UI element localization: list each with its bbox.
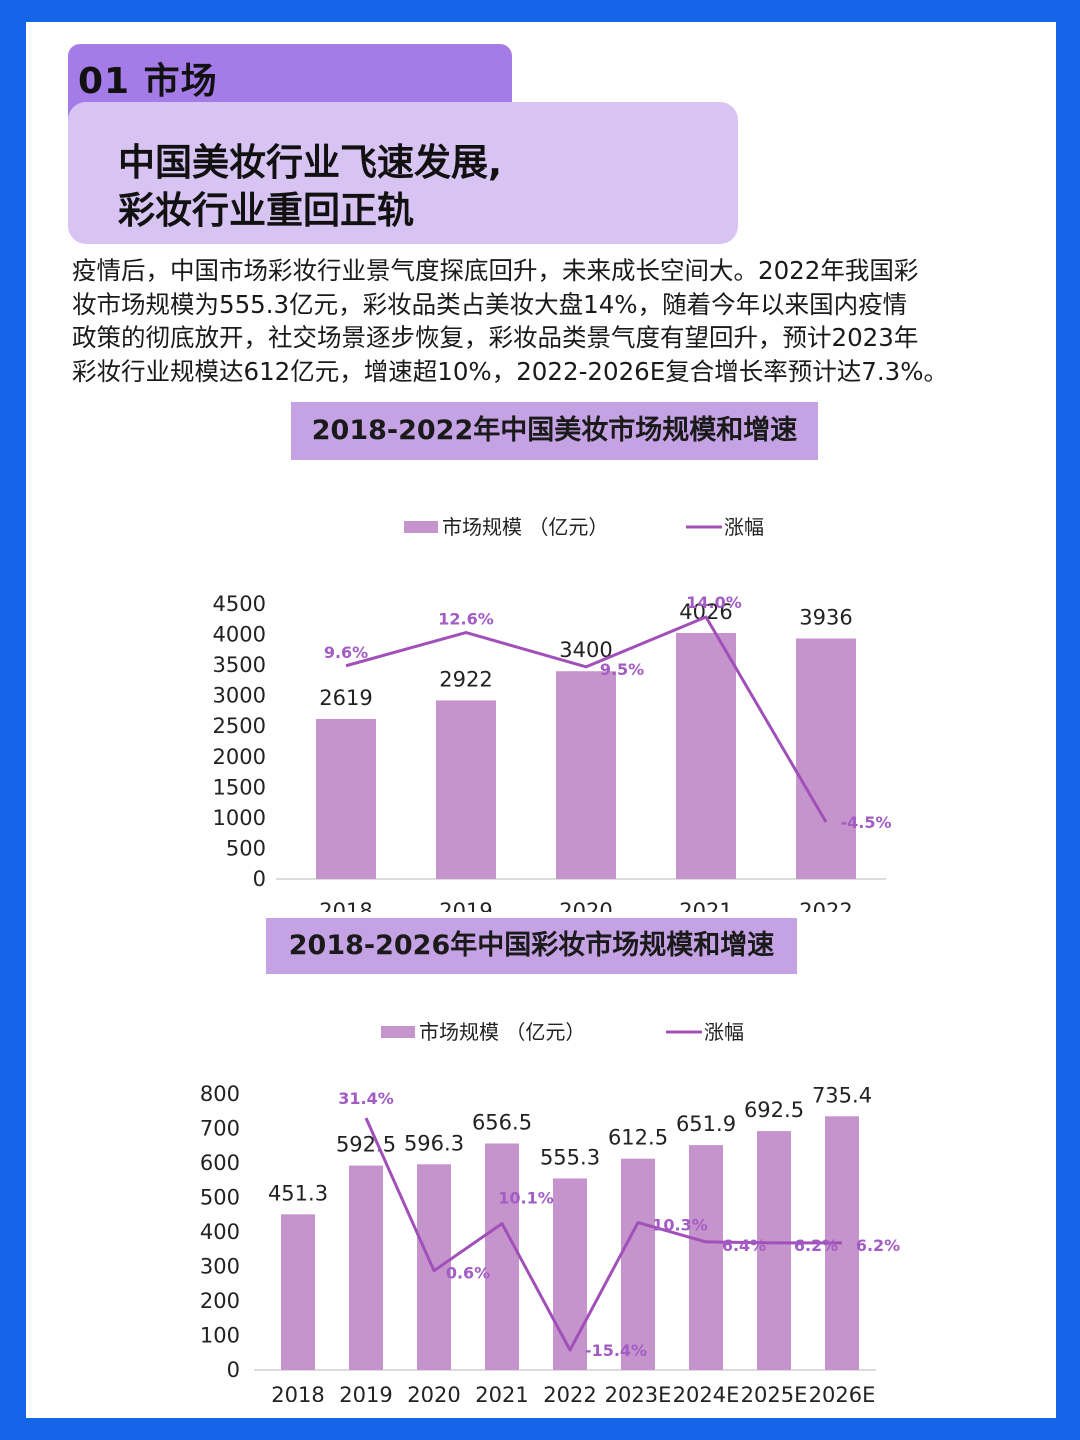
bar [485,1143,519,1370]
bar [556,671,616,879]
y-tick-label: 4500 [213,592,266,616]
bar [281,1214,315,1370]
x-tick-label: 2023E [605,1383,672,1402]
line-value-label: 9.6% [324,643,368,662]
x-tick-label: 2024E [673,1383,740,1402]
y-tick-label: 4000 [213,623,266,647]
line-value-label: 14.0% [686,593,742,612]
line-value-label: 31.4% [338,1089,394,1108]
chart1-title: 2018-2022年中国美妆市场规模和增速 [291,402,818,460]
legend-line-label: 涨幅 [704,1020,744,1044]
bar [676,632,736,879]
y-tick-label: 0 [253,867,266,891]
y-tick-label: 3500 [213,653,266,677]
headline-line-1: 中国美妆行业飞速发展, [118,141,503,184]
headline-box: 中国美妆行业飞速发展, 彩妆行业重回正轨 [68,102,738,244]
x-tick-label: 2020 [407,1383,460,1402]
y-tick-label: 1500 [213,775,266,799]
x-tick-label: 2022 [799,899,852,912]
x-tick-label: 2026E [809,1383,876,1402]
paragraph-line: 彩妆行业规模达612亿元，增速超10%，2022-2026E复合增长率预计达7.… [72,356,948,386]
y-tick-label: 600 [200,1151,240,1175]
bar [757,1131,791,1370]
y-tick-label: 2000 [213,745,266,769]
bar [436,700,496,879]
bar-value-label: 656.5 [472,1111,532,1135]
bar [553,1178,587,1370]
line-value-label: -4.5% [840,813,891,832]
chart1-svg: 市场规模 （亿元） 涨幅 0 500 1000 1500 2000 2500 3000 3500 4… [213,515,892,912]
bar-value-label: 735.4 [812,1083,872,1107]
line-value-label: 6.2% [856,1236,900,1255]
y-tick-label: 100 [200,1324,240,1348]
bar-value-label: 555.3 [540,1145,600,1169]
bar-value-label: 612.5 [608,1126,668,1150]
line-value-label: 0.6% [446,1264,490,1283]
growth-line [345,615,828,823]
x-tick-label: 2021 [475,1383,528,1402]
y-tick-label: 300 [200,1255,240,1279]
growth-line [364,1117,842,1352]
line-value-label: 12.6% [438,610,494,629]
x-tick-label: 2018 [271,1383,324,1402]
bar [349,1165,383,1370]
legend-bar-swatch [381,1026,415,1038]
line-value-label: 10.3% [652,1216,708,1235]
legend-bar-label: 市场规模 （亿元） [442,515,608,539]
y-tick-label: 500 [226,836,266,860]
bar [316,718,376,879]
bar-value-label: 2619 [319,686,372,710]
bar-value-label: 692.5 [744,1098,804,1122]
legend-bar-label: 市场规模 （亿元） [419,1020,585,1044]
x-tick-label: 2018 [319,899,372,912]
x-tick-label: 2021 [679,899,732,912]
y-tick-label: 800 [200,1082,240,1106]
y-tick-label: 500 [200,1186,240,1210]
x-tick-label: 2019 [339,1383,392,1402]
x-tick-label: 2022 [543,1383,596,1402]
y-tick-label: 0 [227,1358,240,1382]
bar-value-label: 592.5 [336,1133,396,1157]
chart2-svg: 市场规模 （亿元） 涨幅 0 100 200 300 400 500 600 700 800 451.… [200,1020,900,1402]
y-tick-label: 700 [200,1117,240,1141]
line-value-label: 10.1% [498,1189,554,1208]
bar [689,1145,723,1370]
legend-bar-swatch [404,521,438,533]
bar-value-label: 596.3 [404,1131,464,1155]
bar-value-label: 651.9 [676,1112,736,1136]
y-tick-label: 400 [200,1220,240,1244]
headline-line-2: 彩妆行业重回正轨 [118,189,414,232]
line-value-label: -15.4% [585,1341,647,1360]
section-tab-label: 01 市场 [78,61,218,102]
bar-value-label: 451.3 [268,1181,328,1205]
bar-value-label: 3936 [799,605,852,629]
y-tick-label: 200 [200,1289,240,1313]
intro-paragraph: 疫情后，中国市场彩妆行业景气度探底回升，未来成长空间大。2022年我国彩 妆市场… [72,254,1032,388]
line-value-label: 6.4% [722,1236,766,1255]
chart2-title: 2018-2026年中国彩妆市场规模和增速 [266,918,797,974]
y-tick-label: 2500 [213,714,266,738]
bar [796,638,856,879]
line-value-label: 6.2% [794,1236,838,1255]
line-value-label: 9.5% [600,660,644,679]
bar-value-label: 2922 [439,667,492,691]
y-tick-label: 1000 [213,806,266,830]
paragraph-line: 政策的彻底放开，社交场景逐步恢复，彩妆品类景气度有望回升，预计2023年 [72,323,919,352]
legend-line-label: 涨幅 [724,515,764,539]
page-card: 01 市场 中国美妆行业飞速发展, 彩妆行业重回正轨 疫情后，中国市场彩妆行业景… [26,22,1056,1418]
bar [621,1158,655,1370]
y-tick-label: 3000 [213,684,266,708]
x-tick-label: 2019 [439,899,492,912]
x-tick-label: 2025E [741,1383,808,1402]
paragraph-line: 疫情后，中国市场彩妆行业景气度探底回升，未来成长空间大。2022年我国彩 [72,256,919,285]
x-tick-label: 2020 [559,899,612,912]
paragraph-line: 妆市场规模为555.3亿元，彩妆品类占美妆大盘14%，随着今年以来国内疫情 [72,289,908,319]
